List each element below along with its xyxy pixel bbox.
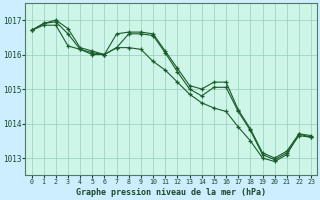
X-axis label: Graphe pression niveau de la mer (hPa): Graphe pression niveau de la mer (hPa) <box>76 188 266 197</box>
